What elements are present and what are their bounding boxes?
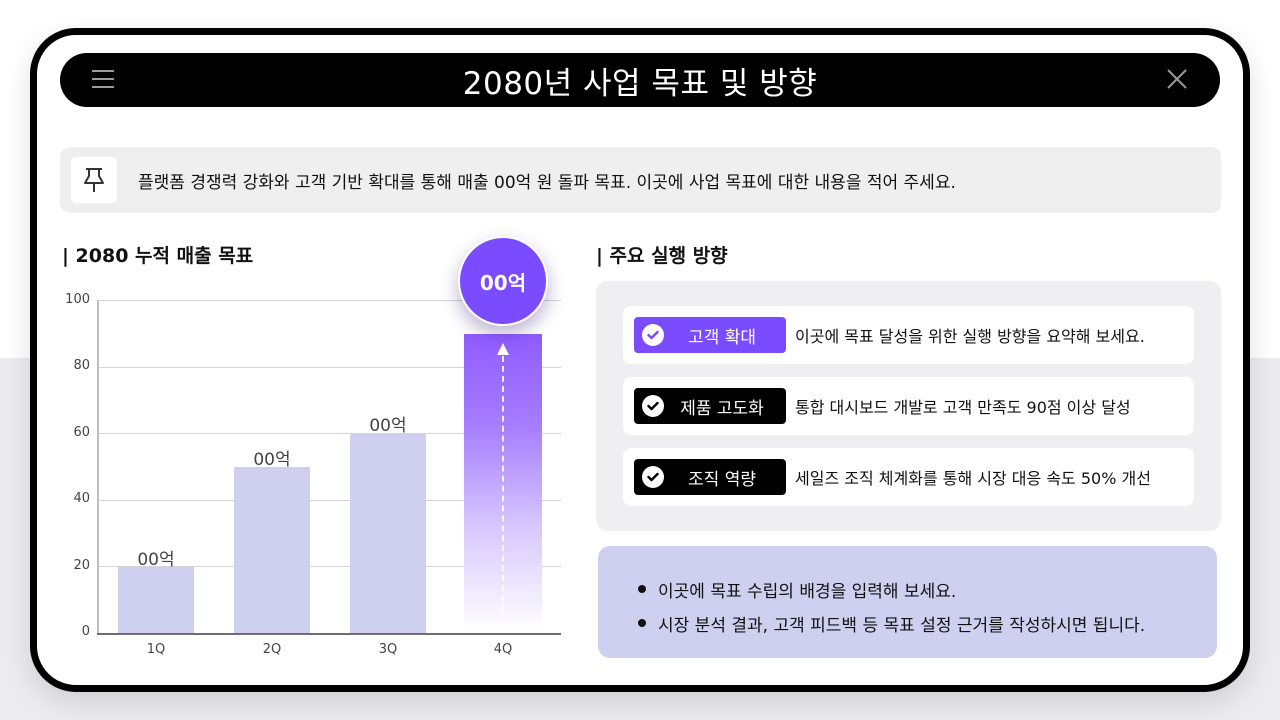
x-tick-1q: 1Q	[146, 642, 166, 657]
bullet-item: 이곳에 목표 수립의 배경을 입력해 보세요.	[638, 572, 1217, 606]
check-circle-icon	[642, 324, 664, 346]
bullet-dot-icon	[638, 619, 646, 627]
page-title: 2080년 사업 목표 및 방향	[462, 65, 818, 102]
title-bar: 2080년 사업 목표 및 방향	[60, 53, 1220, 107]
strategy-text: 이곳에 목표 달성을 위한 실행 방향을 요약해 보세요.	[795, 327, 1145, 346]
strategy-text: 세일즈 조직 체계화를 통해 시장 대응 속도 50% 개선	[795, 469, 1151, 488]
bar-2q	[234, 467, 310, 633]
y-tick: 100	[65, 292, 90, 307]
y-axis	[97, 300, 99, 633]
x-tick-3q: 3Q	[378, 642, 398, 657]
gridline	[98, 566, 561, 567]
strategy-section-title: | 주요 실행 방향	[596, 245, 728, 267]
arrow-up-icon	[497, 343, 509, 355]
bullet-text: 시장 분석 결과, 고객 피드백 등 목표 설정 근거를 작성하시면 됩니다.	[658, 615, 1146, 636]
y-tick: 60	[73, 425, 90, 440]
gridline	[98, 367, 561, 368]
bullet-item: 시장 분석 결과, 고객 피드백 등 목표 설정 근거를 작성하시면 됩니다.	[638, 606, 1217, 640]
bar-label-3q: 00억	[369, 416, 407, 436]
bar-3q	[350, 433, 426, 633]
check-circle-icon	[642, 466, 664, 488]
strategy-chip-label: 제품 고도화	[680, 398, 764, 419]
y-tick: 40	[73, 491, 90, 506]
strategy-chip-label: 고객 확대	[688, 327, 756, 348]
y-tick: 0	[81, 624, 90, 639]
bullet-dot-icon	[638, 585, 646, 593]
strategy-chip: 조직 역량	[634, 459, 786, 495]
hamburger-menu-icon[interactable]	[92, 70, 114, 90]
strategy-chip: 고객 확대	[634, 317, 786, 353]
close-icon[interactable]	[1165, 67, 1189, 91]
x-axis	[97, 633, 561, 635]
y-tick: 20	[73, 558, 90, 573]
strategy-item-product: 제품 고도화 통합 대시보드 개발로 고객 만족도 90점 이상 달성	[623, 377, 1194, 435]
bullet-text: 이곳에 목표 수립의 배경을 입력해 보세요.	[658, 581, 957, 602]
x-tick-2q: 2Q	[262, 642, 282, 657]
strategy-item-organization: 조직 역량 세일즈 조직 체계화를 통해 시장 대응 속도 50% 개선	[623, 448, 1194, 506]
strategy-item-customer: 고객 확대 이곳에 목표 달성을 위한 실행 방향을 요약해 보세요.	[623, 306, 1194, 364]
y-tick: 80	[73, 358, 90, 373]
strategy-panel: 고객 확대 이곳에 목표 달성을 위한 실행 방향을 요약해 보세요. 제품 고…	[596, 281, 1221, 531]
chart-section-title: | 2080 누적 매출 목표	[62, 245, 254, 267]
check-circle-icon	[642, 395, 664, 417]
x-tick-4q: 4Q	[493, 642, 513, 657]
bar-1q	[118, 567, 194, 633]
bar-label-2q: 00억	[253, 450, 291, 470]
pushpin-icon	[71, 157, 117, 203]
revenue-bar-chart: 100 80 60 40 20 0 00억 00억 00억 1Q 2Q 3Q 4…	[60, 290, 570, 660]
background-notes-box: 이곳에 목표 수립의 배경을 입력해 보세요. 시장 분석 결과, 고객 피드백…	[598, 546, 1217, 658]
strategy-chip-label: 조직 역량	[688, 469, 756, 490]
target-value-bubble: 00억	[458, 236, 548, 326]
bar-label-1q: 00억	[137, 550, 175, 570]
strategy-chip: 제품 고도화	[634, 388, 786, 424]
gridline	[98, 433, 561, 434]
gridline	[98, 300, 561, 301]
goal-banner: 플랫폼 경쟁력 강화와 고객 기반 확대를 통해 매출 00억 원 돌파 목표.…	[60, 147, 1221, 213]
gridline	[98, 500, 561, 501]
dashed-growth-line	[502, 356, 504, 611]
strategy-text: 통합 대시보드 개발로 고객 만족도 90점 이상 달성	[795, 398, 1131, 417]
banner-text: 플랫폼 경쟁력 강화와 고객 기반 확대를 통해 매출 00억 원 돌파 목표.…	[138, 172, 956, 193]
